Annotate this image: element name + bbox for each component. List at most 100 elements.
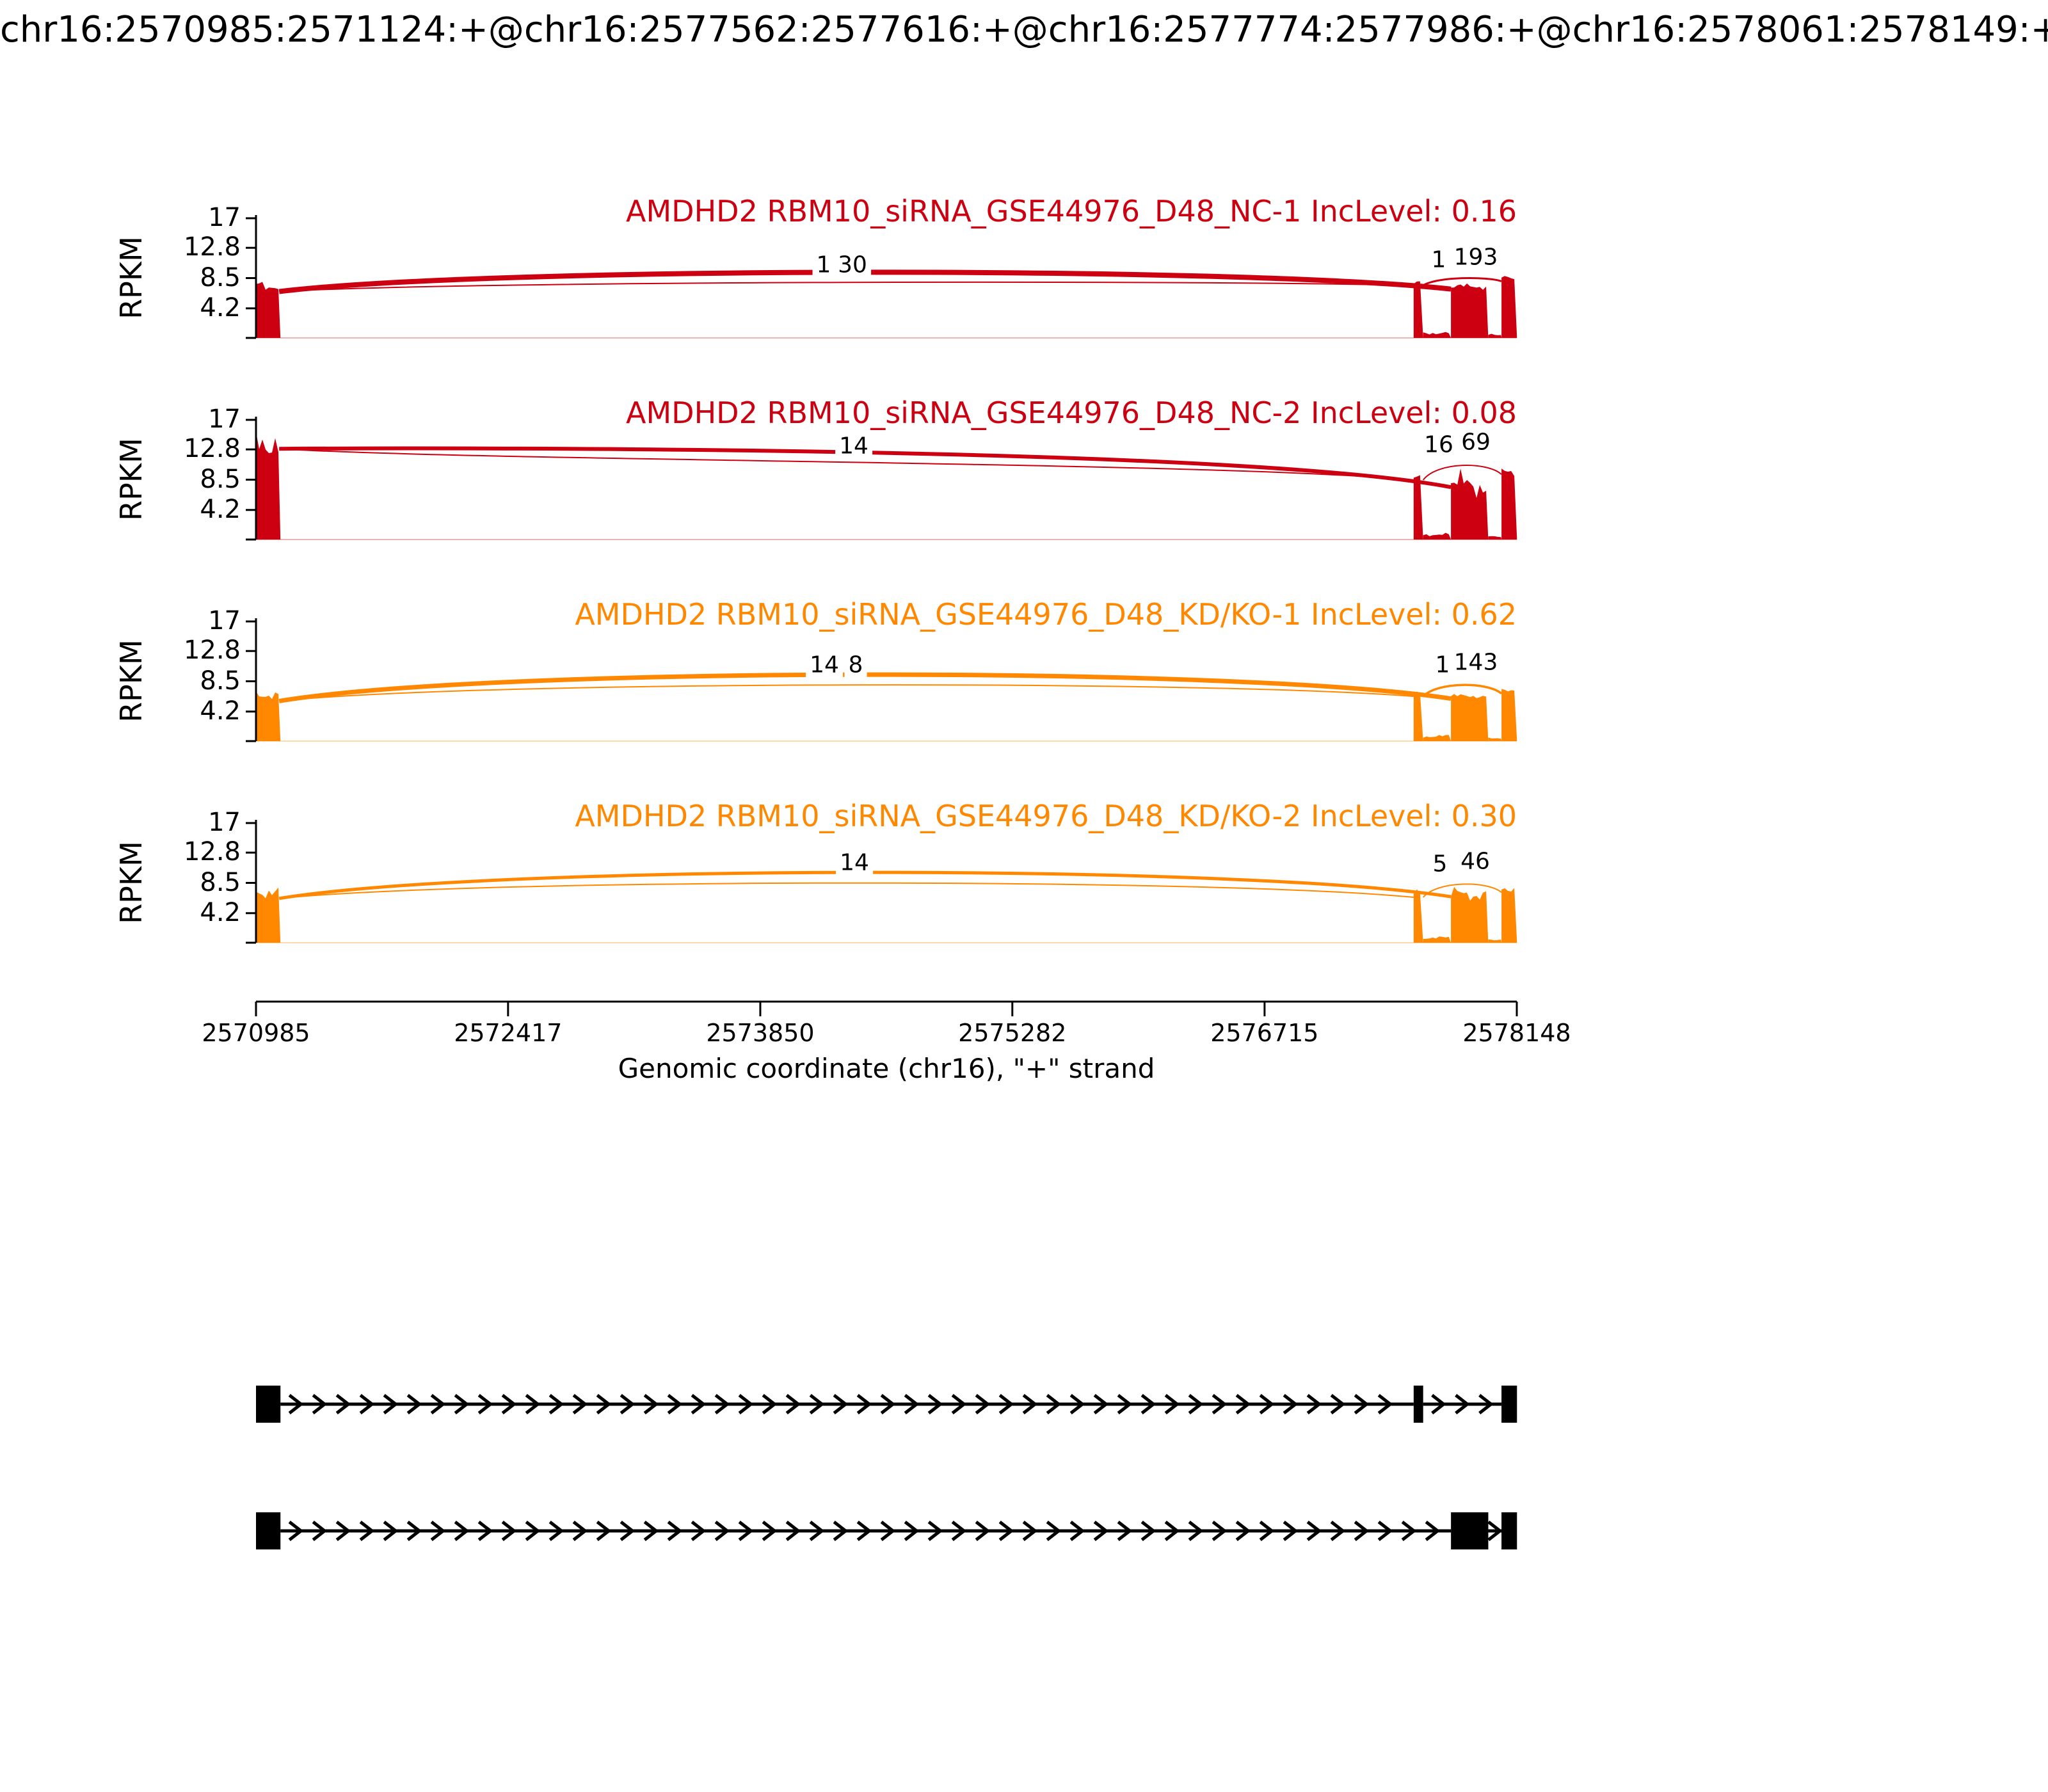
strand-arrow-icon [785, 1394, 801, 1414]
junction-count-label: 46 [1457, 848, 1494, 875]
junction-arc [279, 684, 1414, 702]
strand-arrow-icon [643, 1521, 659, 1541]
strand-arrow-icon [1093, 1521, 1109, 1541]
strand-arrow-icon [927, 1521, 943, 1541]
strand-arrow-icon [1117, 1521, 1133, 1541]
figure-title: chr16:2570985:2571124:+@chr16:2577562:25… [0, 9, 2048, 51]
junction-arc [279, 281, 1414, 292]
strand-arrow-icon [1046, 1394, 1062, 1414]
x-tick-label: 2576715 [1210, 1019, 1319, 1047]
coverage-polygon [1501, 276, 1517, 338]
y-tick-label: 17 [208, 404, 241, 434]
coverage-polygon [1451, 468, 1489, 540]
coverage-polygon [256, 431, 281, 540]
junction-count-label: 1 [1427, 246, 1450, 273]
strand-arrow-icon [833, 1521, 849, 1541]
coverage-polygon [1501, 888, 1517, 943]
coverage-polygon [1423, 735, 1452, 741]
strand-arrow-icon [1283, 1394, 1299, 1414]
strand-arrow-icon [856, 1521, 872, 1541]
y-tick-label: 12.8 [183, 636, 241, 666]
strand-arrow-icon [1069, 1521, 1085, 1541]
y-tick-label: 8.5 [200, 666, 241, 696]
strand-arrow-icon [430, 1521, 446, 1541]
y-tick-label: 8.5 [200, 464, 241, 494]
coverage-polygon [1451, 284, 1489, 338]
strand-arrow-icon [525, 1394, 541, 1414]
strand-arrow-icon [1188, 1521, 1204, 1541]
strand-arrow-icon [667, 1521, 683, 1541]
strand-arrow-icon [833, 1394, 849, 1414]
strand-arrow-icon [1259, 1521, 1275, 1541]
coverage-polygon [256, 887, 281, 943]
junction-count-label: 69 [1457, 429, 1494, 456]
strand-arrow-icon [1259, 1394, 1275, 1414]
strand-arrow-icon [738, 1521, 754, 1541]
strand-arrow-icon [856, 1394, 872, 1414]
strand-arrow-icon [1235, 1521, 1251, 1541]
coverage-polygon [256, 691, 281, 741]
strand-arrow-icon [998, 1394, 1014, 1414]
strand-arrow-icon [454, 1394, 470, 1414]
track-title: AMDHD2 RBM10_siRNA_GSE44976_D48_NC-2 Inc… [626, 396, 1517, 430]
junction-count-label: 14 [806, 652, 843, 678]
strand-arrow-icon [596, 1521, 612, 1541]
strand-arrow-icon [762, 1521, 778, 1541]
coverage-polygon [1413, 475, 1423, 540]
strand-arrow-icon [335, 1394, 351, 1414]
coverage-polygon [1501, 689, 1517, 741]
junction-arc [1422, 465, 1502, 481]
junction-count-label: 14 [835, 433, 872, 460]
strand-arrow-icon [406, 1394, 422, 1414]
junction-count-label: 193 [1450, 244, 1502, 271]
strand-arrow-icon [714, 1521, 730, 1541]
coverage-polygon [1413, 691, 1423, 741]
track-title: AMDHD2 RBM10_siRNA_GSE44976_D48_KD/KO-1 … [575, 597, 1517, 632]
gene-model-exon [1451, 1512, 1489, 1549]
strand-arrow-icon [951, 1394, 967, 1414]
strand-arrow-icon [1330, 1394, 1346, 1414]
x-tick-label: 2575282 [958, 1019, 1067, 1047]
coverage-polygon [1488, 536, 1502, 540]
x-tick-label: 2572417 [454, 1019, 563, 1047]
strand-arrow-icon [1330, 1521, 1346, 1541]
junction-count-label: 14 [836, 849, 873, 876]
strand-arrow-icon [1212, 1394, 1228, 1414]
strand-arrow-icon [1022, 1394, 1038, 1414]
y-tick-label: 4.2 [200, 292, 241, 323]
strand-arrow-icon [1377, 1394, 1393, 1414]
strand-arrow-icon [312, 1521, 328, 1541]
strand-arrow-icon [406, 1521, 422, 1541]
gene-model-exon [1501, 1386, 1517, 1423]
strand-arrow-icon [454, 1521, 470, 1541]
strand-arrow-icon [596, 1394, 612, 1414]
coverage-polygon [1501, 468, 1517, 540]
strand-arrow-icon [335, 1521, 351, 1541]
strand-arrow-icon [548, 1394, 564, 1414]
x-tick-label: 2578148 [1462, 1019, 1571, 1047]
strand-arrow-icon [1431, 1394, 1446, 1414]
strand-arrow-icon [525, 1521, 541, 1541]
coverage-polygon [256, 282, 281, 338]
y-tick-label: 17 [208, 203, 241, 232]
junction-count-label: 5 [1428, 851, 1452, 877]
strand-arrow-icon [383, 1394, 399, 1414]
strand-arrow-icon [880, 1394, 896, 1414]
coverage-polygon [1488, 737, 1502, 741]
gene-model-exon [1501, 1512, 1517, 1549]
junction-count-label: 30 [834, 252, 871, 278]
coverage-polygon [1451, 886, 1489, 943]
y-tick-label: 17 [208, 808, 241, 837]
strand-arrow-icon [691, 1394, 707, 1414]
strand-arrow-icon [691, 1521, 707, 1541]
strand-arrow-icon [501, 1521, 517, 1541]
strand-arrow-icon [904, 1521, 920, 1541]
strand-arrow-icon [548, 1521, 564, 1541]
strand-arrow-icon [288, 1521, 304, 1541]
strand-arrow-icon [1069, 1394, 1085, 1414]
strand-arrow-icon [312, 1394, 328, 1414]
coverage-polygon [1423, 532, 1452, 540]
strand-arrow-icon [620, 1394, 636, 1414]
junction-arc [279, 882, 1414, 899]
